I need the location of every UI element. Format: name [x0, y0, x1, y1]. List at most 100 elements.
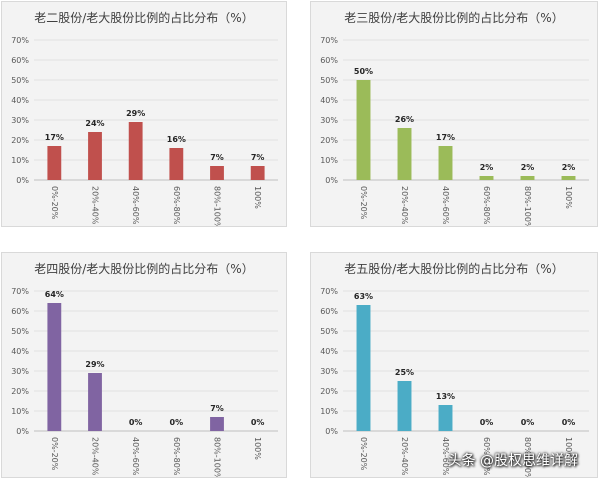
x-tick-label: 0%-20% [359, 437, 368, 471]
y-tick-label: 20% [320, 136, 338, 145]
bar-chart-3: 老四股份/老大股份比例的占比分布（%） 0% 10% 20% 30% 40% 50% 60% 7… [11, 261, 278, 477]
data-label: 64% [45, 290, 64, 299]
y-tick-label: 40% [320, 347, 338, 356]
x-tick-label: 40%-60% [131, 437, 140, 476]
bar [520, 176, 535, 180]
data-label: 26% [395, 115, 414, 124]
data-label: 25% [395, 368, 414, 377]
bar [438, 405, 453, 431]
x-tick-label: 60%-80% [172, 186, 181, 225]
x-tick-label: 100% [253, 437, 262, 460]
y-tick-label: 60% [320, 56, 338, 65]
y-tick-label: 70% [11, 287, 29, 296]
bar [479, 176, 494, 180]
data-label: 0% [251, 418, 265, 427]
chart-panel-1: 老二股份/老大股份比例的占比分布（%） 0% 10% 20% 30% 40% 50% 60% 7… [1, 1, 287, 227]
data-label: 24% [85, 119, 104, 128]
data-label: 7% [210, 153, 224, 162]
y-tick-label: 20% [11, 387, 29, 396]
x-tick-label: 0%-20% [359, 186, 368, 220]
y-tick-label: 20% [320, 387, 338, 396]
x-tick-label: 20%-40% [400, 186, 409, 225]
y-tick-label: 60% [320, 307, 338, 316]
x-tick-label: 80%-100% [523, 437, 532, 477]
y-tick-label: 60% [11, 307, 29, 316]
bar [250, 166, 265, 180]
y-tick-label: 10% [11, 156, 29, 165]
chart-title: 老四股份/老大股份比例的占比分布（%） [34, 261, 253, 276]
bar [210, 417, 224, 431]
x-tick-label: 80%-100% [523, 186, 532, 226]
x-tick-label: 80%-100% [213, 186, 222, 226]
bar-chart-2: 老三股份/老大股份比例的占比分布（%） 0% 10% 20% 30% 40% 50% 60% 7… [320, 10, 589, 226]
data-label: 0% [562, 418, 576, 427]
y-tick-label: 0% [325, 176, 338, 185]
y-tick-label: 50% [320, 76, 338, 85]
y-tick-label: 60% [11, 56, 29, 65]
bar [397, 381, 412, 431]
y-tick-label: 40% [11, 347, 29, 356]
y-tick-label: 50% [11, 76, 29, 85]
data-label: 0% [521, 418, 535, 427]
x-tick-label: 100% [564, 437, 573, 460]
x-tick-label: 40%-60% [441, 437, 450, 476]
bar [169, 148, 184, 180]
y-tick-label: 30% [320, 367, 338, 376]
y-tick-label: 70% [320, 287, 338, 296]
y-tick-label: 10% [320, 407, 338, 416]
y-tick-label: 30% [11, 116, 29, 125]
x-tick-label: 100% [564, 186, 573, 209]
chart-panel-3: 老四股份/老大股份比例的占比分布（%） 0% 10% 20% 30% 40% 50% 60% 7… [1, 252, 287, 478]
chart-panel-4: 老五股份/老大股份比例的占比分布（%） 0% 10% 20% 30% 40% 50% 60% 7… [310, 252, 598, 478]
bar [128, 122, 143, 180]
data-label: 0% [170, 418, 184, 427]
x-tick-label: 100% [253, 186, 262, 209]
x-tick-label: 40%-60% [441, 186, 450, 225]
data-label: 16% [167, 135, 186, 144]
chart-panel-2: 老三股份/老大股份比例的占比分布（%） 0% 10% 20% 30% 40% 50% 60% 7… [310, 1, 598, 227]
x-tick-label: 60%-80% [482, 437, 491, 476]
y-tick-label: 30% [320, 116, 338, 125]
x-tick-label: 0%-20% [50, 186, 59, 220]
data-label: 2% [521, 163, 535, 172]
y-tick-label: 30% [11, 367, 29, 376]
y-tick-label: 10% [320, 156, 338, 165]
y-tick-label: 0% [16, 427, 29, 436]
chart-title: 老五股份/老大股份比例的占比分布（%） [344, 261, 563, 276]
bar [356, 305, 371, 431]
y-tick-label: 10% [11, 407, 29, 416]
bar-chart-4: 老五股份/老大股份比例的占比分布（%） 0% 10% 20% 30% 40% 50% 60% 7… [320, 261, 589, 477]
chart-title: 老二股份/老大股份比例的占比分布（%） [34, 10, 253, 25]
bar [438, 146, 453, 180]
bar [88, 373, 102, 431]
x-tick-label: 0%-20% [50, 437, 59, 471]
data-label: 63% [354, 292, 373, 301]
bar [561, 176, 576, 180]
data-label: 7% [251, 153, 265, 162]
x-tick-label: 20%-40% [91, 186, 100, 225]
data-label: 17% [436, 133, 455, 142]
data-label: 7% [210, 404, 224, 413]
bar [47, 146, 62, 180]
bar [88, 132, 102, 180]
y-tick-label: 50% [320, 327, 338, 336]
bar [47, 303, 62, 431]
bar [210, 166, 224, 180]
bar [397, 128, 412, 180]
y-tick-label: 20% [11, 136, 29, 145]
bar [356, 80, 371, 180]
data-label: 0% [129, 418, 143, 427]
data-label: 2% [562, 163, 576, 172]
y-tick-label: 40% [11, 96, 29, 105]
bar-chart-1: 老二股份/老大股份比例的占比分布（%） 0% 10% 20% 30% 40% 50% 60% 7… [11, 10, 278, 226]
data-label: 2% [480, 163, 494, 172]
data-label: 17% [45, 133, 64, 142]
watermark-text: 头条 @股权思维详解 [447, 453, 578, 469]
chart-title: 老三股份/老大股份比例的占比分布（%） [344, 10, 563, 25]
x-tick-label: 40%-60% [131, 186, 140, 225]
data-label: 50% [354, 67, 373, 76]
y-tick-label: 40% [320, 96, 338, 105]
y-tick-label: 70% [320, 36, 338, 45]
x-tick-label: 60%-80% [172, 437, 181, 476]
data-label: 29% [126, 109, 145, 118]
